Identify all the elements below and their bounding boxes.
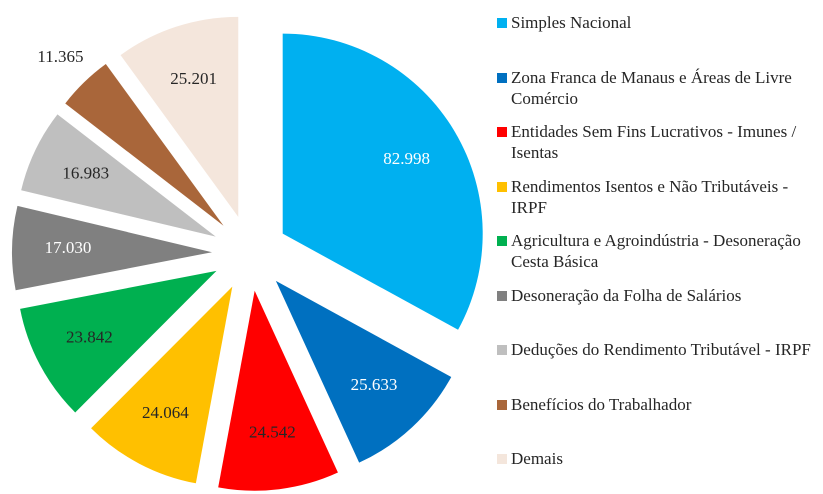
- data-label: 24.064: [142, 403, 189, 422]
- legend-item: Deduções do Rendimento Tributável - IRPF: [497, 339, 823, 360]
- legend-swatch: [497, 72, 507, 83]
- pie-slice: [282, 33, 483, 330]
- legend-label: Zona Franca de Manaus e Áreas de Livre C…: [511, 67, 792, 108]
- legend-label: Agricultura e Agroindústria - Desoneraçã…: [511, 231, 801, 271]
- legend-swatch: [497, 181, 507, 192]
- legend-swatch: [497, 454, 507, 464]
- pie-slice: [20, 270, 217, 413]
- pie-slice: [65, 64, 224, 226]
- legend-item: Desoneração da Folha de Salários: [497, 285, 823, 306]
- legend-swatch: [497, 236, 507, 246]
- data-label: 23.842: [66, 327, 113, 346]
- data-label: 25.633: [351, 375, 398, 394]
- data-label: 24.542: [249, 423, 296, 442]
- legend-item: Rendimentos Isentos e Não Tributáveis - …: [497, 176, 823, 218]
- legend-item: Simples Nacional: [497, 12, 823, 33]
- pie-slice: [120, 16, 239, 217]
- pie-slice: [275, 280, 452, 463]
- pie-slice: [21, 114, 216, 237]
- data-label: 16.983: [62, 163, 109, 182]
- legend-swatch: [497, 18, 507, 28]
- legend-item: Benefícios do Trabalhador: [497, 394, 823, 415]
- legend-label: Benefícios do Trabalhador: [511, 394, 692, 414]
- pie-slice: [12, 205, 213, 291]
- data-label: 25.201: [170, 69, 217, 88]
- data-label: 82.998: [383, 149, 430, 168]
- data-label: 17.030: [45, 238, 92, 257]
- legend-item: Zona Franca de Manaus e Áreas de Livre C…: [497, 67, 823, 109]
- legend-swatch: [497, 127, 507, 137]
- legend-label: Entidades Sem Fins Lucrativos - Imunes /…: [511, 122, 797, 162]
- legend-label: Rendimentos Isentos e Não Tributáveis - …: [511, 176, 789, 217]
- legend-swatch: [497, 399, 507, 410]
- legend-swatch: [497, 345, 507, 355]
- legend-swatch: [497, 290, 507, 301]
- pie-slice: [91, 286, 233, 484]
- legend-label: Demais: [511, 449, 563, 468]
- legend-item: Agricultura e Agroindústria - Desoneraçã…: [497, 230, 823, 272]
- legend-label: Simples Nacional: [511, 13, 632, 32]
- legend-item: Entidades Sem Fins Lucrativos - Imunes /…: [497, 121, 823, 163]
- pie-slice: [218, 290, 338, 491]
- data-label: 11.365: [37, 47, 83, 66]
- legend-label: Deduções do Rendimento Tributável - IRPF: [511, 340, 811, 359]
- legend-label: Desoneração da Folha de Salários: [511, 285, 742, 305]
- legend-item: Demais: [497, 448, 823, 469]
